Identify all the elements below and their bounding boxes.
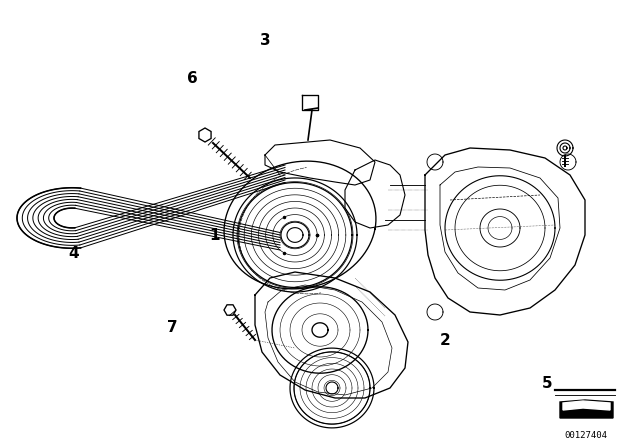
Polygon shape	[224, 305, 236, 315]
Polygon shape	[560, 400, 613, 418]
Text: 00127404: 00127404	[564, 431, 607, 439]
Polygon shape	[563, 401, 610, 410]
Text: 3: 3	[260, 33, 271, 48]
Text: 4: 4	[68, 246, 79, 261]
Text: 6: 6	[187, 71, 197, 86]
Text: 2: 2	[440, 333, 450, 348]
Text: 5: 5	[542, 375, 552, 391]
Text: 1: 1	[209, 228, 220, 243]
Polygon shape	[199, 128, 211, 142]
Text: 7: 7	[168, 319, 178, 335]
